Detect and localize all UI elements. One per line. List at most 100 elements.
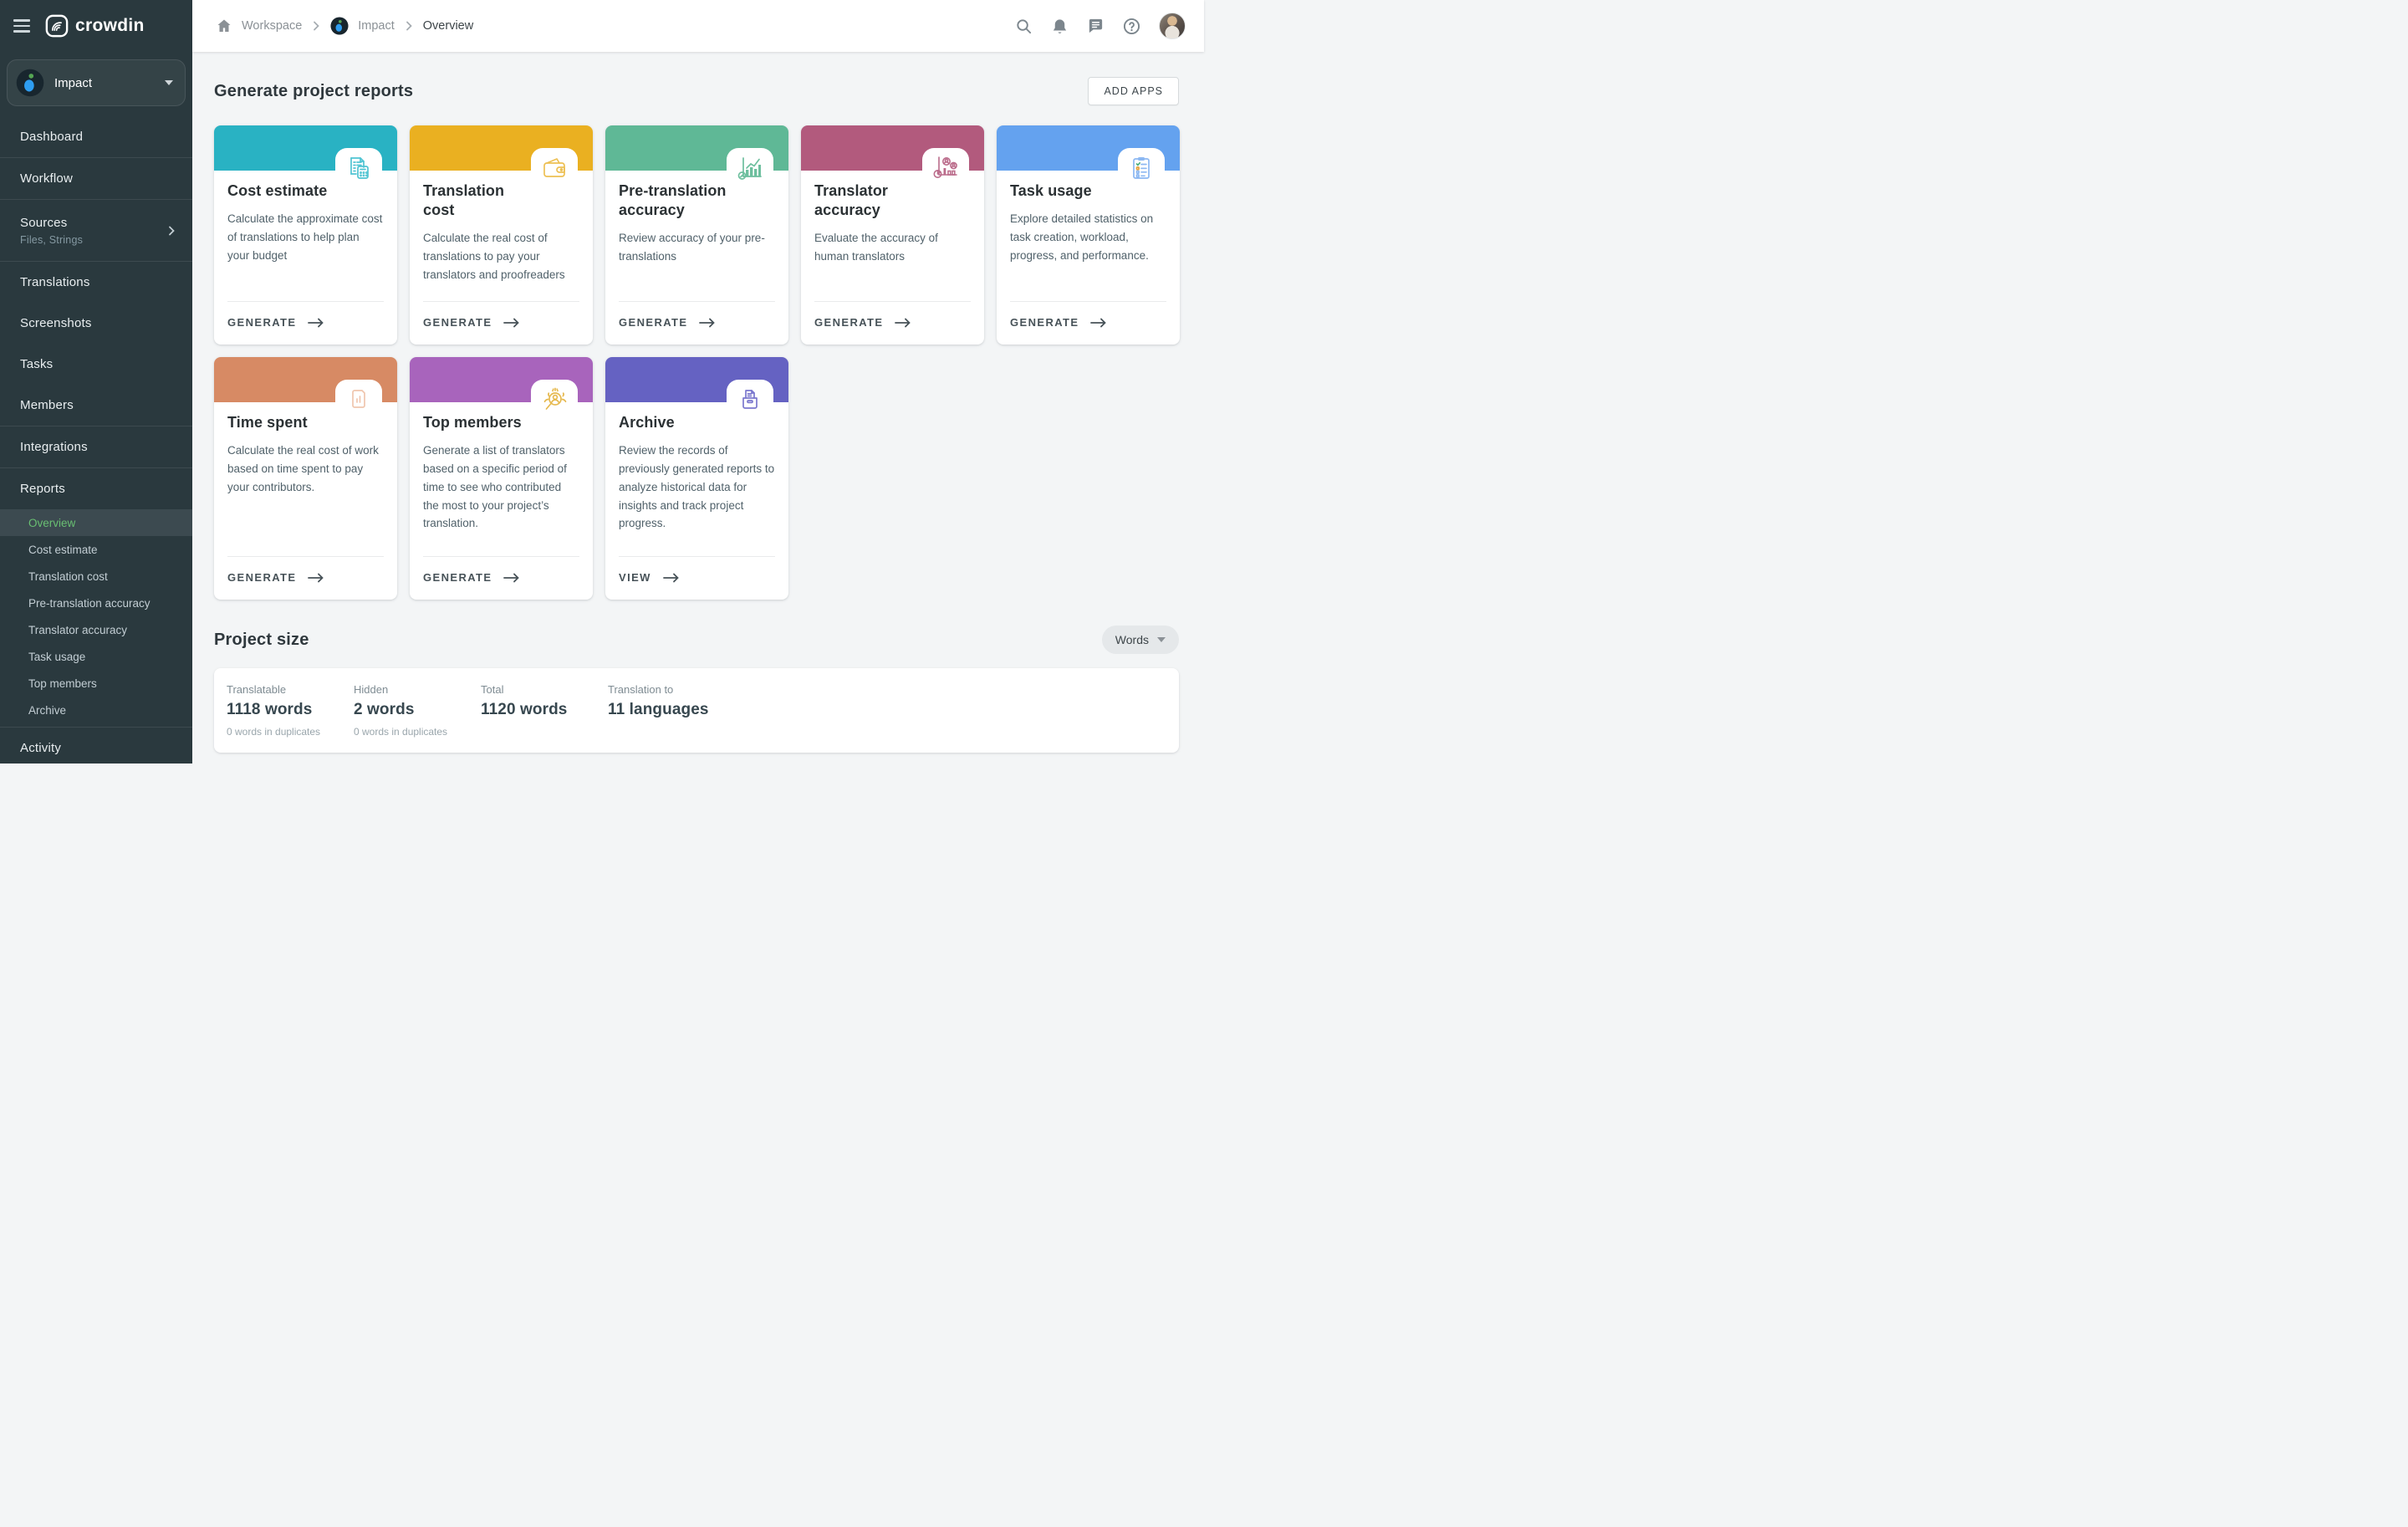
arrow-right-icon xyxy=(1090,318,1107,327)
clipboard-checklist-icon xyxy=(1133,157,1150,179)
sidebar-subitem-cost-estimate[interactable]: Cost estimate xyxy=(28,543,98,556)
project-size-title: Project size xyxy=(214,630,309,649)
card-title: Cost estimate xyxy=(227,182,328,199)
card-title: Translation cost xyxy=(423,182,505,219)
report-card-archive: Archive Review the records of previously… xyxy=(605,357,788,600)
generate-button[interactable]: GENERATE xyxy=(814,301,971,345)
report-card-translation-cost: Translation cost Calculate the real cost… xyxy=(410,125,593,345)
sidebar-item-reports[interactable]: Reports xyxy=(20,482,65,496)
topbar-actions xyxy=(1015,13,1186,39)
generate-button[interactable]: GENERATE xyxy=(619,301,775,345)
breadcrumb: Workspace Impact Overview xyxy=(216,17,1015,35)
sidebar-item-tasks[interactable]: Tasks xyxy=(20,357,54,371)
project-selector[interactable]: Impact xyxy=(7,59,186,106)
divider xyxy=(0,727,192,728)
sidebar-item-dashboard[interactable]: Dashboard xyxy=(20,130,84,144)
divider xyxy=(0,467,192,468)
page-title: Generate project reports xyxy=(214,81,414,100)
sidebar-subitem-overview[interactable]: Overview xyxy=(0,509,192,536)
card-icon-badge xyxy=(922,148,969,188)
arrow-right-icon xyxy=(308,318,324,327)
sidebar-subitem-pre-translation-accuracy[interactable]: Pre-translation accuracy xyxy=(28,596,150,610)
help-icon[interactable] xyxy=(1123,18,1140,35)
sidebar-subitem-translator-accuracy[interactable]: Translator accuracy xyxy=(28,623,128,636)
arrow-right-icon xyxy=(503,573,520,582)
crowdin-logo-icon xyxy=(45,14,69,38)
breadcrumb-project[interactable]: Impact xyxy=(358,19,395,33)
breadcrumb-workspace[interactable]: Workspace xyxy=(242,19,303,33)
search-icon[interactable] xyxy=(1015,18,1033,35)
card-title: Translator accuracy xyxy=(814,182,889,219)
crowdin-wordmark: crowdin xyxy=(75,16,145,35)
archive-box-icon xyxy=(742,390,758,409)
stat-hidden: Hidden 2 words 0 words in duplicates xyxy=(354,683,448,738)
home-icon[interactable] xyxy=(216,18,232,34)
card-description: Explore detailed statistics on task crea… xyxy=(1010,212,1154,262)
arrow-right-icon xyxy=(699,318,716,327)
sidebar: crowdin Impact Dashboard Workflow Source… xyxy=(0,0,192,764)
main-content: Generate project reports ADD APPS Cost e… xyxy=(192,52,1204,764)
notifications-bell-icon[interactable] xyxy=(1051,18,1069,35)
card-title: Time spent xyxy=(227,414,308,431)
messages-icon[interactable] xyxy=(1087,18,1105,35)
people-magnifier-icon xyxy=(543,387,567,410)
stat-total: Total 1120 words xyxy=(481,683,568,718)
chart-magnifier-icon xyxy=(737,157,762,180)
breadcrumb-current-page: Overview xyxy=(422,19,474,33)
chevron-down-icon xyxy=(1157,637,1166,642)
stat-translatable: Translatable 1118 words 0 words in dupli… xyxy=(227,683,321,738)
chevron-right-icon xyxy=(311,21,321,31)
sidebar-item-members[interactable]: Members xyxy=(20,398,74,412)
project-avatar xyxy=(330,17,349,35)
sidebar-subitem-top-members[interactable]: Top members xyxy=(28,677,97,690)
generate-button[interactable]: GENERATE xyxy=(227,301,384,345)
divider xyxy=(0,261,192,262)
sidebar-item-sources[interactable]: Sources Files, Strings xyxy=(0,200,192,261)
arrow-right-icon xyxy=(895,318,911,327)
card-description: Review accuracy of your pre-translations xyxy=(619,232,765,263)
generate-button[interactable]: GENERATE xyxy=(423,301,579,345)
card-description: Generate a list of translators based on … xyxy=(423,444,567,530)
report-card-translator-accuracy: Translator accuracy Evaluate the accurac… xyxy=(801,125,984,345)
project-size-stats: Translatable 1118 words 0 words in dupli… xyxy=(214,668,1179,753)
generate-button[interactable]: GENERATE xyxy=(423,556,579,600)
sidebar-item-integrations[interactable]: Integrations xyxy=(20,440,88,454)
sidebar-subitem-archive[interactable]: Archive xyxy=(28,703,67,717)
crowdin-logo[interactable]: crowdin xyxy=(45,14,145,38)
device-bars-icon xyxy=(352,390,365,408)
card-title: Pre-translation accuracy xyxy=(619,182,727,219)
card-icon-badge xyxy=(531,380,578,420)
add-apps-button[interactable]: ADD APPS xyxy=(1088,77,1179,105)
chevron-right-icon xyxy=(169,226,175,235)
report-cards-row-2: Time spent Calculate the real cost of wo… xyxy=(214,357,1179,600)
project-name: Impact xyxy=(54,75,93,90)
arrow-right-icon xyxy=(503,318,520,327)
card-title: Task usage xyxy=(1010,182,1092,199)
arrow-right-icon xyxy=(308,573,324,582)
generate-button[interactable]: GENERATE xyxy=(227,556,384,600)
card-icon-badge xyxy=(727,148,773,188)
card-description: Review the records of previously generat… xyxy=(619,444,775,530)
invoice-calculator-icon xyxy=(350,157,369,179)
card-title: Archive xyxy=(619,414,675,431)
wallet-icon xyxy=(543,158,565,177)
sidebar-item-screenshots[interactable]: Screenshots xyxy=(20,316,92,330)
sidebar-item-workflow[interactable]: Workflow xyxy=(20,171,73,186)
sidebar-subitem-task-usage[interactable]: Task usage xyxy=(28,650,86,663)
menu-icon[interactable] xyxy=(13,19,32,33)
people-chart-icon xyxy=(933,156,957,178)
unit-dropdown[interactable]: Words xyxy=(1101,626,1179,654)
project-avatar xyxy=(16,69,44,97)
card-icon-badge xyxy=(335,148,382,188)
sidebar-item-activity[interactable]: Activity xyxy=(20,741,62,755)
user-avatar[interactable] xyxy=(1159,13,1186,39)
card-icon-badge xyxy=(531,148,578,188)
sidebar-subitem-translation-cost[interactable]: Translation cost xyxy=(28,569,108,583)
report-card-task-usage: Task usage Explore detailed statistics o… xyxy=(997,125,1180,345)
generate-button[interactable]: GENERATE xyxy=(1010,301,1166,345)
sources-subtitle: Files, Strings xyxy=(20,233,84,246)
card-description: Evaluate the accuracy of human translato… xyxy=(814,232,938,263)
card-description: Calculate the real cost of translations … xyxy=(423,232,565,281)
view-button[interactable]: VIEW xyxy=(619,556,775,600)
sidebar-item-translations[interactable]: Translations xyxy=(20,275,90,289)
